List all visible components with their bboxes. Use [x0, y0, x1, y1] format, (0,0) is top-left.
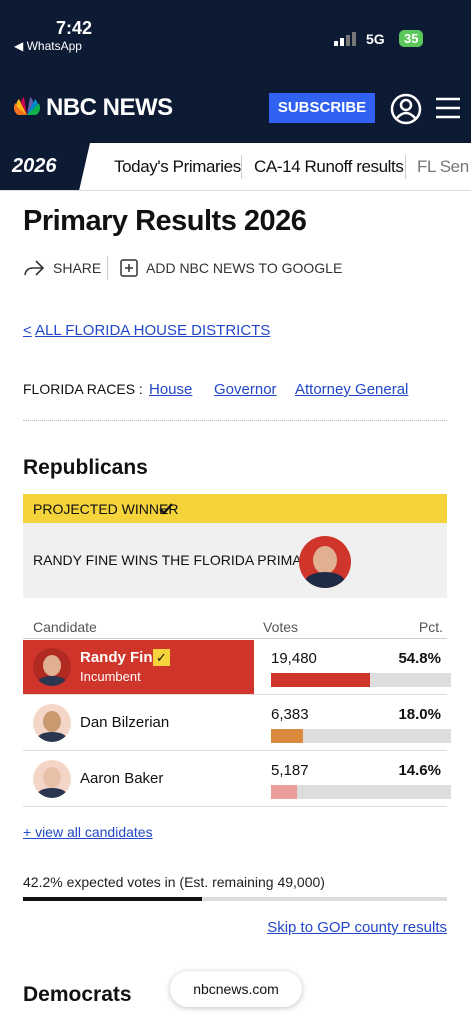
add-icon[interactable]	[120, 259, 138, 277]
candidate-name: Dan Bilzerian	[80, 714, 170, 731]
candidate-row: Aaron Baker 5,187 14.6%	[23, 752, 451, 807]
profile-icon[interactable]	[390, 93, 422, 125]
view-all[interactable]: + view all candidates	[23, 824, 153, 840]
bar	[271, 785, 298, 799]
candidate-name: Aaron Baker	[80, 770, 164, 787]
party-heading: Democrats	[23, 983, 132, 1006]
photo-body	[37, 788, 67, 798]
candidate-row: Dan Bilzerian 6,383 18.0%	[23, 696, 451, 751]
votes: 6,383	[271, 706, 309, 723]
projected-banner	[23, 494, 447, 523]
logo-text[interactable]: NBC NEWS	[46, 94, 173, 121]
expected-track	[23, 897, 447, 901]
winner-check: ✓	[153, 649, 170, 666]
menu-icon[interactable]	[436, 97, 460, 119]
county-link[interactable]: Skip to GOP county results	[267, 919, 447, 936]
check-icon	[159, 503, 173, 515]
pct: 54.8%	[398, 650, 441, 667]
column-header: Candidate	[33, 619, 97, 635]
signal-icon	[334, 32, 356, 46]
candidate-photo	[33, 648, 71, 686]
expected-bar	[23, 897, 202, 901]
race-link[interactable]: Governor	[214, 381, 277, 398]
votes: 19,480	[271, 650, 317, 667]
share[interactable]: SHARE	[53, 260, 102, 276]
peacock-logo	[14, 97, 40, 115]
races-label: FLORIDA RACES :	[23, 381, 143, 397]
result-box: 19,480 54.8%	[254, 640, 451, 694]
divider	[23, 638, 447, 639]
candidate-photo	[33, 760, 71, 798]
bar-track	[271, 673, 451, 687]
nav-item[interactable]: Today's Primaries	[114, 157, 241, 176]
clock: 7:42	[56, 18, 93, 38]
battery: 35	[399, 30, 424, 47]
share-icon[interactable]	[23, 259, 45, 277]
pct: 18.0%	[398, 706, 441, 723]
badge-bg	[0, 143, 90, 190]
bar	[271, 729, 304, 743]
photo-body	[37, 732, 67, 742]
race-link[interactable]: House	[149, 381, 193, 398]
candidate-photo	[33, 704, 71, 742]
pct: 14.6%	[398, 762, 441, 779]
nav-item[interactable]: CA-14 Runoff results	[254, 157, 404, 176]
divider	[107, 256, 108, 280]
nav-separator	[241, 155, 242, 179]
add-google[interactable]: ADD NBC NEWS TO GOOGLE	[146, 260, 343, 276]
back-app[interactable]: ◀ WhatsApp	[14, 39, 82, 53]
bar-track	[271, 785, 451, 799]
top-bar: 7:42 ◀ WhatsApp 5G 35 NBC NEWS SUBSCRIBE	[0, 0, 471, 143]
title-line: Primary Results 2026	[23, 205, 307, 237]
network: 5G	[366, 31, 385, 47]
section-nav: 2026 Today's Primaries CA-14 Runoff resu…	[0, 143, 471, 191]
photo-face	[43, 655, 61, 676]
bar-track	[271, 729, 451, 743]
nav-separator	[405, 155, 406, 179]
back-link[interactable]: ALL FLORIDA HOUSE DISTRICTS	[35, 322, 271, 339]
projected: PROJECTED WINNER	[33, 501, 179, 517]
winner-text: RANDY FINE WINS THE FLORIDA PRIMARY	[33, 552, 321, 568]
badge[interactable]: 2026	[12, 155, 57, 177]
bar	[271, 673, 370, 687]
subscribe-button[interactable]: SUBSCRIBE	[269, 93, 375, 123]
race-link[interactable]: Attorney General	[295, 381, 409, 398]
candidate-name: Randy Fine	[80, 649, 161, 666]
votes: 5,187	[271, 762, 309, 779]
column-header: Votes	[263, 619, 299, 635]
divider	[23, 420, 447, 421]
nav-item[interactable]: FL Sen	[417, 157, 469, 176]
photo-face	[43, 767, 61, 788]
column-header: Pct.	[418, 619, 443, 635]
winner-box	[23, 523, 447, 598]
back-chevron: <	[23, 322, 32, 339]
candidate-row: Randy Fine Incumbent ✓ 19,480 54.8%	[23, 640, 451, 695]
candidate-note: Incumbent	[80, 669, 141, 684]
url-pill[interactable]: nbcnews.com	[170, 971, 302, 1007]
photo-body	[37, 676, 67, 686]
photo-face	[43, 711, 61, 732]
expected-text: 42.2% expected votes in (Est. remaining …	[23, 874, 325, 890]
party-heading: Republicans	[23, 456, 148, 479]
winner-photo	[299, 536, 351, 588]
